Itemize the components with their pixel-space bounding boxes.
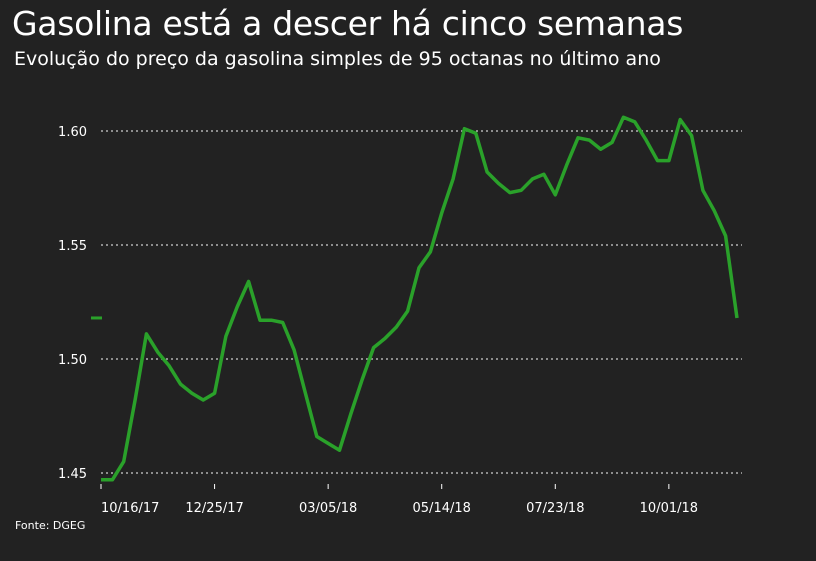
- chart-subtitle: Evolução do preço da gasolina simples de…: [14, 48, 661, 70]
- x-tick-label: 12/25/17: [185, 501, 243, 516]
- y-tick-label: 1.50: [58, 353, 87, 368]
- x-tick-label: 10/01/18: [640, 501, 698, 516]
- x-tick-label: 07/23/18: [526, 501, 584, 516]
- x-tick-label: 10/16/17: [101, 501, 159, 516]
- x-tick-label: 05/14/18: [413, 501, 471, 516]
- series-line: [101, 115, 739, 482]
- y-tick-label: 1.60: [58, 125, 87, 140]
- x-tick-label: 03/05/18: [299, 501, 357, 516]
- chart-title: Gasolina está a descer há cinco semanas: [12, 4, 684, 43]
- y-tick-label: 1.55: [58, 239, 87, 254]
- source-note: Fonte: DGEG: [15, 519, 86, 532]
- y-tick-label: 1.45: [58, 467, 87, 482]
